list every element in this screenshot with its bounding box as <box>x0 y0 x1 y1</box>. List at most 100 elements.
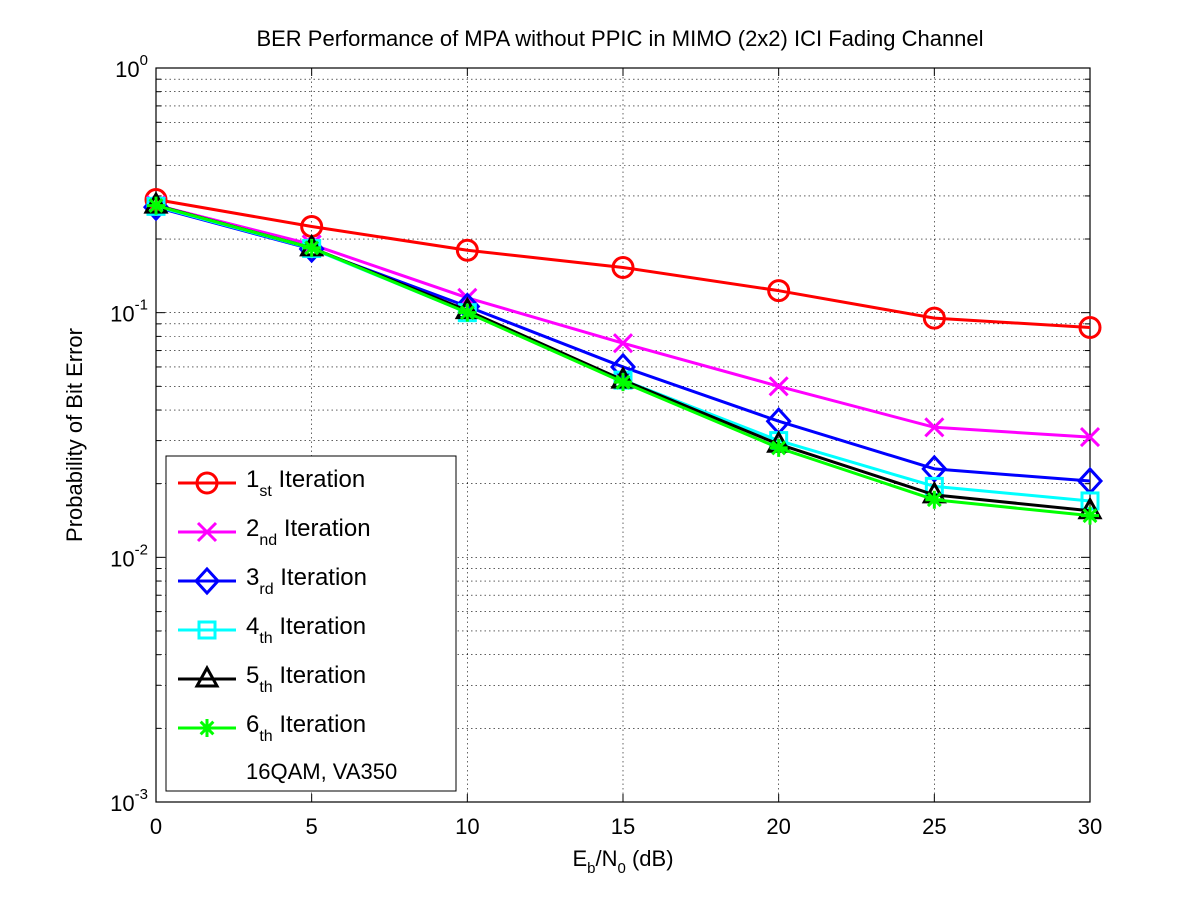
data-point <box>922 306 946 330</box>
legend-note: 16QAM, VA350 <box>246 759 397 784</box>
marker-shape <box>768 376 789 397</box>
x-tick-label: 20 <box>766 814 790 839</box>
legend-label-text: Iteration <box>273 613 366 640</box>
legend-label-text: Iteration <box>277 515 370 542</box>
x-axis-title-unit: (dB) <box>626 846 674 871</box>
y-tick-label: 10-1 <box>110 297 148 327</box>
x-axis-title-sub2: 0 <box>618 860 626 877</box>
marker-shape <box>1079 427 1101 448</box>
data-point <box>611 255 635 279</box>
series-layer <box>142 188 1104 525</box>
y-tick-base: 10 <box>110 791 134 816</box>
legend-label-num: 2 <box>246 515 259 542</box>
data-point <box>458 303 477 322</box>
grid <box>156 68 1090 802</box>
y-tick-label: 10-3 <box>110 786 148 816</box>
marker-shape <box>924 417 945 438</box>
marker-shape <box>197 620 217 640</box>
legend-label-suffix: th <box>259 679 272 696</box>
chart-title: BER Performance of MPA without PPIC in M… <box>256 26 983 51</box>
legend-label-num: 6 <box>246 711 259 738</box>
y-tick-exponent: -2 <box>135 541 148 558</box>
legend-swatch-marker <box>197 620 217 640</box>
legend-label-text: Iteration <box>274 564 367 591</box>
marker-shape <box>612 333 634 354</box>
x-axis-title-mid: /N <box>596 846 618 871</box>
data-point <box>455 238 479 262</box>
data-point <box>302 238 321 257</box>
legend-label-suffix: st <box>259 483 272 500</box>
y-tick-label: 10-2 <box>110 541 148 571</box>
x-tick-label: 5 <box>306 814 318 839</box>
data-point <box>1079 427 1101 448</box>
y-tick-base: 10 <box>110 546 134 571</box>
x-axis-title: Eb/N0 (dB) <box>572 846 673 877</box>
marker-shape <box>1081 506 1099 525</box>
marker-shape <box>922 306 946 330</box>
x-tick-label: 25 <box>922 814 946 839</box>
data-point <box>1081 506 1099 525</box>
legend-label-suffix: nd <box>259 532 277 549</box>
y-tick-exponent: -3 <box>135 786 148 803</box>
legend-swatch-marker <box>194 664 220 688</box>
data-point <box>768 376 789 397</box>
legend-label: 1st Iteration <box>246 466 365 500</box>
legend-label-num: 4 <box>246 613 259 640</box>
legend-label: 3rd Iteration <box>246 564 367 598</box>
data-point <box>769 438 788 457</box>
marker-shape <box>302 238 321 257</box>
x-tick-label: 15 <box>611 814 635 839</box>
x-tick-label: 0 <box>150 814 162 839</box>
marker-shape <box>194 664 220 688</box>
legend-item-2: 2nd Iteration <box>178 515 371 549</box>
marker-shape <box>769 438 788 457</box>
marker-shape <box>614 373 632 392</box>
y-tick-base: 10 <box>110 302 134 327</box>
x-tick-label: 30 <box>1078 814 1102 839</box>
legend-label: 5th Iteration <box>246 662 366 696</box>
legend-label-num: 1 <box>246 466 259 493</box>
legend-swatch-marker <box>193 566 221 596</box>
marker-shape <box>455 238 479 262</box>
x-axis-title-sub1: b <box>587 860 595 877</box>
y-tick-base: 10 <box>115 57 139 82</box>
legend-item-5: 5th Iteration <box>178 662 366 696</box>
marker-shape <box>1078 315 1102 339</box>
marker-shape <box>458 303 477 322</box>
legend-item-4: 4th Iteration <box>178 613 366 647</box>
data-point <box>614 373 632 392</box>
marker-shape <box>925 490 944 509</box>
legend-label-text: Iteration <box>273 662 366 689</box>
marker-shape <box>147 196 165 215</box>
data-point <box>767 279 791 303</box>
series-line <box>155 198 1091 329</box>
marker-shape <box>198 719 216 737</box>
legend-label-text: Iteration <box>272 466 365 493</box>
legend-swatch-marker <box>195 471 219 495</box>
legend-label-suffix: rd <box>259 581 273 598</box>
legend-item-3: 3rd Iteration <box>178 564 367 598</box>
legend-swatch-marker <box>198 719 216 737</box>
marker-shape <box>195 471 219 495</box>
data-point <box>924 417 945 438</box>
legend-label: 2nd Iteration <box>246 515 371 549</box>
data-point <box>612 333 634 354</box>
data-point <box>925 490 944 509</box>
y-tick-label: 100 <box>115 52 148 82</box>
y-axis-title: Probability of Bit Error <box>62 328 87 542</box>
legend-label-suffix: th <box>259 728 272 745</box>
x-axis-title-main: E <box>572 846 587 871</box>
legend-label-num: 3 <box>246 564 259 591</box>
marker-shape <box>193 566 221 596</box>
legend-item-1: 1st Iteration <box>178 466 365 500</box>
series-6 <box>147 196 1099 525</box>
legend-label-suffix: th <box>259 630 272 647</box>
legend-label: 4th Iteration <box>246 613 366 647</box>
marker-shape <box>196 521 218 543</box>
data-point <box>1078 315 1102 339</box>
y-tick-exponent: 0 <box>140 52 148 69</box>
marker-shape <box>767 279 791 303</box>
